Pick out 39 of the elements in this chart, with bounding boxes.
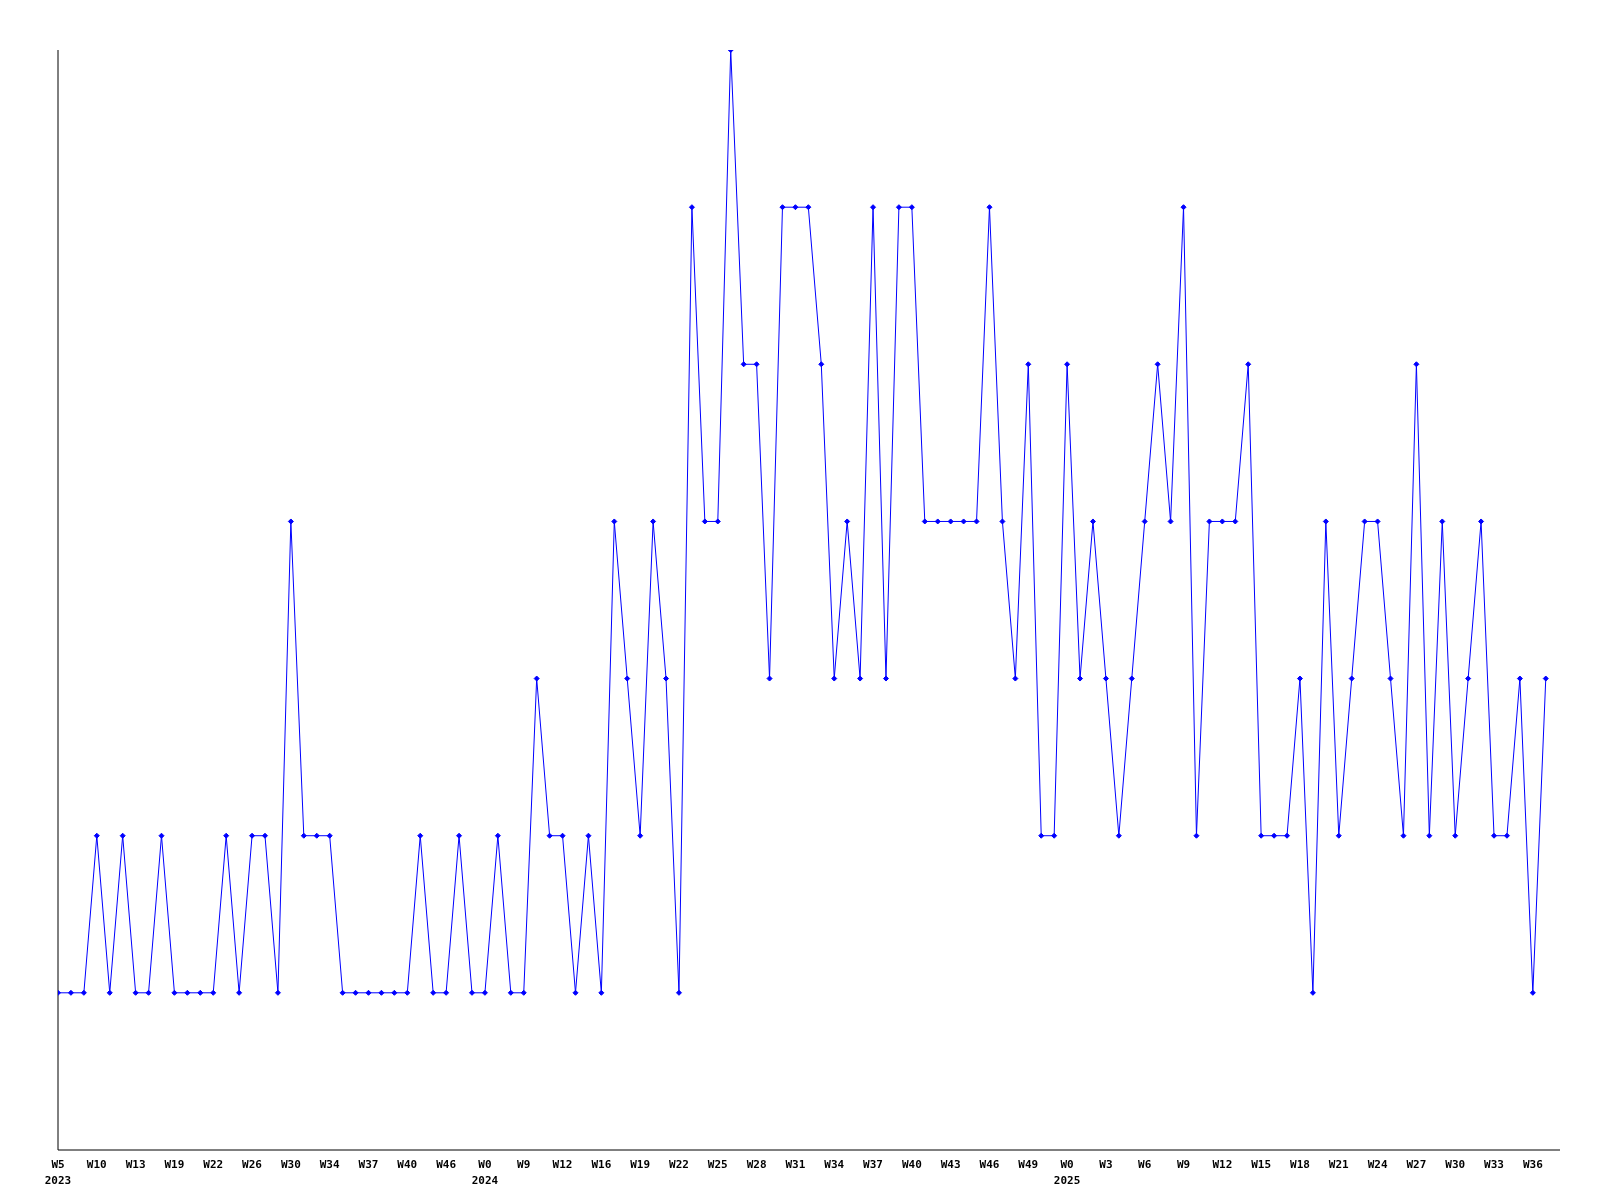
- x-tick-label: W13: [125, 1158, 146, 1171]
- x-tick-label: W28: [746, 1158, 767, 1171]
- x-tick-label: W0 2024: [471, 1158, 499, 1187]
- x-tick-label: W24: [1367, 1158, 1388, 1171]
- x-tick-label: W46: [436, 1158, 457, 1171]
- x-tick-label: W27: [1406, 1158, 1427, 1171]
- x-tick-label: W12: [1212, 1158, 1233, 1171]
- x-tick-label: W30: [280, 1158, 301, 1171]
- x-tick-label: W30: [1445, 1158, 1466, 1171]
- x-tick-label: W22: [203, 1158, 224, 1171]
- x-tick-label: W26: [242, 1158, 263, 1171]
- x-tick-label: W10: [86, 1158, 107, 1171]
- x-tick-label: W49: [1018, 1158, 1039, 1171]
- x-tick-label: W0 2025: [1053, 1158, 1081, 1187]
- x-tick-label: W34: [824, 1158, 845, 1171]
- x-tick-label: W15: [1251, 1158, 1272, 1171]
- x-tick-label: W16: [591, 1158, 612, 1171]
- x-tick-label: W12: [552, 1158, 573, 1171]
- x-tick-label: W18: [1290, 1158, 1310, 1171]
- x-tick-label: W19: [164, 1158, 185, 1171]
- x-tick-label: W40: [397, 1158, 418, 1171]
- x-tick-label: W21: [1328, 1158, 1350, 1171]
- x-tick-label: W3: [1099, 1158, 1113, 1171]
- x-tick-label: W25: [707, 1158, 728, 1171]
- x-tick-label: W33: [1484, 1158, 1504, 1171]
- x-tick-label: W19: [630, 1158, 651, 1171]
- x-tick-label: W5 2023: [44, 1158, 72, 1187]
- x-tick-label: W9: [517, 1158, 531, 1171]
- x-tick-label: W22: [669, 1158, 689, 1171]
- x-tick-label: W37: [358, 1158, 379, 1171]
- x-tick-label: W46: [979, 1158, 1000, 1171]
- x-tick-label: W40: [901, 1158, 922, 1171]
- x-tick-label: W43: [940, 1158, 961, 1171]
- x-tick-label: W31: [785, 1158, 806, 1171]
- x-tick-label: W9: [1176, 1158, 1191, 1171]
- x-tick-label: W37: [863, 1158, 883, 1171]
- x-tick-label: W6: [1138, 1158, 1152, 1171]
- x-tick-label: W34: [319, 1158, 340, 1171]
- x-tick-label: W36: [1522, 1158, 1544, 1171]
